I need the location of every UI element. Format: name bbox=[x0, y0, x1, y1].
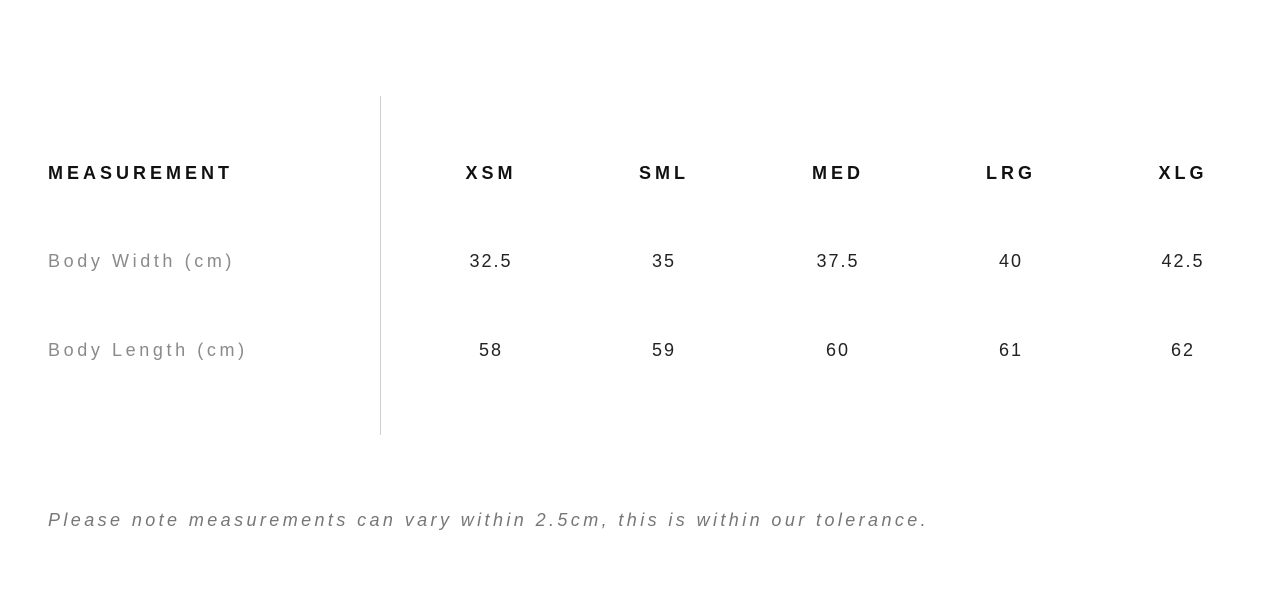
size-header-xsm: XSM bbox=[465, 163, 517, 183]
cell-value: 40 bbox=[998, 251, 1024, 271]
cell-value: 58 bbox=[478, 340, 504, 360]
tolerance-note: Please note measurements can vary within… bbox=[48, 510, 930, 530]
row-label: Body Length (cm) bbox=[48, 340, 248, 360]
column-divider bbox=[380, 96, 381, 435]
size-header-sml: SML bbox=[639, 163, 689, 183]
cell-value: 60 bbox=[825, 340, 851, 360]
cell-value: 37.5 bbox=[816, 251, 860, 271]
cell-value: 61 bbox=[998, 340, 1024, 360]
cell-value: 32.5 bbox=[469, 251, 513, 271]
size-header-xlg: XLG bbox=[1158, 163, 1208, 183]
size-header-med: MED bbox=[812, 163, 864, 183]
cell-value: 35 bbox=[651, 251, 677, 271]
cell-value: 62 bbox=[1170, 340, 1196, 360]
row-label: Body Width (cm) bbox=[48, 251, 236, 271]
cell-value: 59 bbox=[651, 340, 677, 360]
measurement-header: MEASUREMENT bbox=[48, 163, 234, 183]
size-header-lrg: LRG bbox=[986, 163, 1036, 183]
cell-value: 42.5 bbox=[1161, 251, 1205, 271]
